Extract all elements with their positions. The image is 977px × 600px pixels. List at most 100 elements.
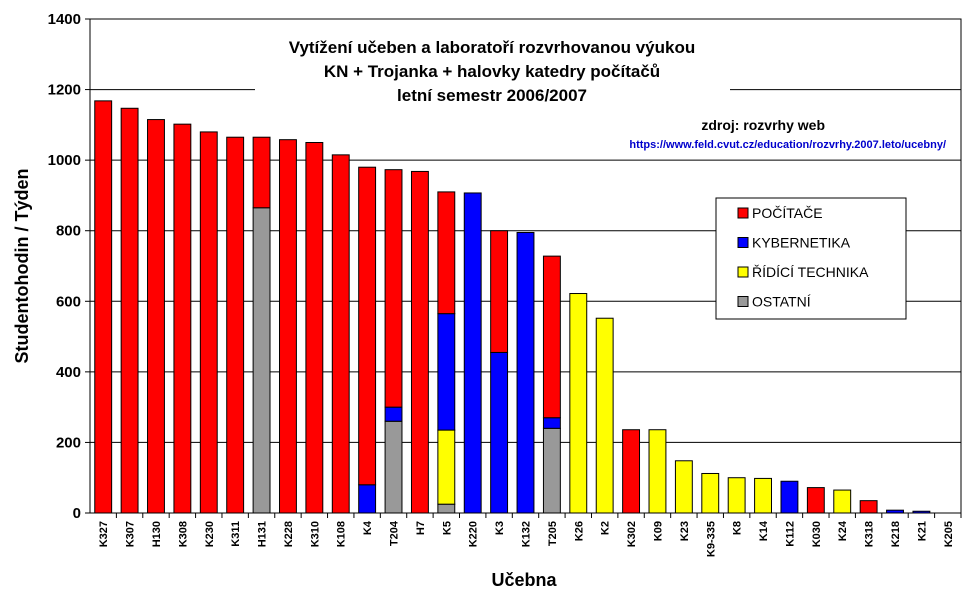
bar-K310-POČÍTAČE <box>305 142 324 514</box>
bar-K3-KYBERNETIKA <box>490 351 509 514</box>
legend-swatch <box>737 296 749 307</box>
x-tick-label: K3 <box>494 521 506 535</box>
x-tick-label: H130 <box>151 521 163 547</box>
y-tick-label: 0 <box>73 505 81 522</box>
bar-K318-POČÍTAČE <box>859 500 878 514</box>
bar-K26-ŘÍDÍCÍ TECHNIKA <box>569 293 588 514</box>
legend-swatch <box>737 266 749 278</box>
y-tick-labels: 0 200 400 600 800 1000 1200 1400 <box>48 11 81 522</box>
bar-K8-ŘÍDÍCÍ TECHNIKA <box>727 477 746 514</box>
bar-K218-KYBERNETIKA <box>886 509 904 514</box>
bar-K108-POČÍTAČE <box>331 154 350 514</box>
bar-K302-POČÍTAČE <box>622 429 641 514</box>
y-tick-label: 1200 <box>48 82 81 99</box>
bar-H7-POČÍTAČE <box>410 170 429 514</box>
x-tick-label: H131 <box>257 521 269 547</box>
legend-swatch <box>737 207 749 219</box>
bar-H131-OSTATNÍ <box>252 207 271 514</box>
bar-K3-POČÍTAČE <box>490 230 509 353</box>
legend-label: POČÍTAČE <box>752 205 823 221</box>
legend-label: OSTATNÍ <box>752 294 811 310</box>
y-tick-label: 600 <box>56 293 81 310</box>
y-tick-label: 800 <box>56 223 81 240</box>
x-tick-labels: K327 K307 H130 K308 K230 K311 H131 K228 K310 K108… <box>98 520 955 557</box>
source-box <box>560 112 955 154</box>
x-tick-label: T204 <box>389 520 401 546</box>
bar-T205-OSTATNÍ <box>542 427 561 514</box>
bar-T205-KYBERNETIKA <box>542 417 561 429</box>
legend-label: KYBERNETIKA <box>752 235 851 251</box>
bar-K220-KYBERNETIKA <box>463 192 482 514</box>
x-tick-label: K218 <box>890 521 902 547</box>
bars <box>94 100 962 518</box>
bar-K21-KYBERNETIKA <box>912 510 931 514</box>
x-tick-label: K21 <box>916 521 928 541</box>
bar-T205-POČÍTAČE <box>542 255 561 419</box>
x-tick-label: K302 <box>626 521 638 547</box>
bar-H130-POČÍTAČE <box>147 119 165 514</box>
legend: POČÍTAČE KYBERNETIKA ŘÍDÍCÍ TECHNIKA OSTATN… <box>715 197 907 320</box>
bar-K327-POČÍTAČE <box>94 100 113 514</box>
x-tick-label: K112 <box>784 521 796 547</box>
x-tick-label: H7 <box>415 521 427 535</box>
x-tick-label: K9-335 <box>705 521 717 557</box>
bar-K4-KYBERNETIKA <box>358 484 377 514</box>
x-tick-label: K2 <box>600 521 612 535</box>
bar-T204-OSTATNÍ <box>384 420 403 514</box>
bar-T204-KYBERNETIKA <box>384 406 403 422</box>
bar-K5-OSTATNÍ <box>437 503 456 514</box>
bar-K5-POČÍTAČE <box>437 191 456 315</box>
x-tick-label: K308 <box>177 521 189 547</box>
x-tick-label: K09 <box>652 521 664 541</box>
x-tick-label: K4 <box>362 520 374 535</box>
x-tick-label: K307 <box>125 521 137 547</box>
x-tick-label: T205 <box>547 521 559 546</box>
x-tick-label: K24 <box>837 520 849 541</box>
x-tick-label: K327 <box>98 521 110 547</box>
legend-swatch <box>737 237 749 248</box>
chart-title-line-3: letní semestr 2006/2007 <box>397 86 587 105</box>
y-tick-label: 200 <box>56 434 81 451</box>
y-tick-label: 1000 <box>48 152 81 169</box>
x-tick-label: K14 <box>758 520 770 541</box>
bar-K4-POČÍTAČE <box>358 166 377 486</box>
x-tick-label: K310 <box>309 521 321 547</box>
bar-K24-ŘÍDÍCÍ TECHNIKA <box>833 489 852 514</box>
source-label: zdroj: rozvrhy web <box>701 117 825 133</box>
chart-title-line-2: KN + Trojanka + halovky katedry počítačů <box>324 62 660 81</box>
bar-H131-POČÍTAČE <box>252 136 271 209</box>
x-tick-label: K26 <box>573 521 585 541</box>
bar-K030-POČÍTAČE <box>806 487 825 514</box>
bar-K9-335-ŘÍDÍCÍ TECHNIKA <box>701 472 720 514</box>
x-tick-label: K132 <box>521 521 533 547</box>
bar-K311-POČÍTAČE <box>226 136 245 514</box>
bar-K09-ŘÍDÍCÍ TECHNIKA <box>648 429 667 514</box>
bar-T204-POČÍTAČE <box>384 169 403 408</box>
x-tick-label: K228 <box>283 521 295 547</box>
x-tick-label: K318 <box>864 521 876 547</box>
bar-K5-ŘÍDÍCÍ TECHNIKA <box>437 429 456 505</box>
x-tick-label: K220 <box>468 521 480 547</box>
title-box <box>255 28 730 110</box>
bar-K5-KYBERNETIKA <box>437 313 456 431</box>
x-tick-label: K311 <box>230 521 242 547</box>
bar-K14-ŘÍDÍCÍ TECHNIKA <box>754 477 772 514</box>
y-axis-title: Studentohodin / Týden <box>12 169 32 364</box>
x-tick-label: K030 <box>811 521 823 547</box>
chart-title-line-1: Vytížení učeben a laboratoří rozvrhovano… <box>289 38 696 57</box>
y-tick-label: 400 <box>56 364 81 381</box>
y-tick-label: 1400 <box>48 11 81 28</box>
legend-label: ŘÍDÍCÍ TECHNIKA <box>752 264 869 280</box>
bar-K2-ŘÍDÍCÍ TECHNIKA <box>595 317 614 514</box>
bar-K228-POČÍTAČE <box>279 139 297 514</box>
bar-K112-KYBERNETIKA <box>780 480 799 514</box>
x-tick-label: K108 <box>336 521 348 547</box>
x-tick-label: K5 <box>441 521 453 535</box>
bar-K132-KYBERNETIKA <box>516 231 535 514</box>
x-tick-label: K230 <box>204 521 216 547</box>
bar-K230-POČÍTAČE <box>199 131 218 514</box>
x-tick-label: K205 <box>943 521 955 547</box>
bar-K23-ŘÍDÍCÍ TECHNIKA <box>674 460 693 514</box>
bar-K308-POČÍTAČE <box>173 123 192 514</box>
